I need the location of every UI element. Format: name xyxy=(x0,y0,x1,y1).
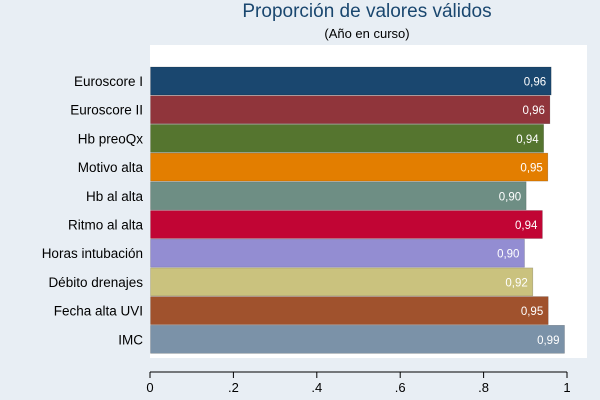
bar-motivo-alta xyxy=(150,152,549,182)
chart-title: Proporción de valores válidos xyxy=(242,1,491,22)
value-label-euroscore-ii: 0,96 xyxy=(523,105,545,117)
value-label-euroscore-i: 0,96 xyxy=(524,77,546,89)
value-label-debito-drenajes: 0,92 xyxy=(505,277,527,289)
chart-subtitle: (Año en curso) xyxy=(324,26,409,41)
x-tick-label: .4 xyxy=(311,380,322,395)
x-tick-label: .8 xyxy=(478,380,489,395)
x-tick-label: .6 xyxy=(395,380,406,395)
bar-ritmo-al-alta xyxy=(150,210,543,239)
x-tick-label: .2 xyxy=(228,380,239,395)
bar-debito-drenajes xyxy=(150,267,534,297)
value-label-motivo-alta: 0,95 xyxy=(520,163,542,175)
category-label-horas-intubacion: Horas intubación xyxy=(42,246,143,261)
bar-hb-al-alta xyxy=(150,181,527,211)
bar-hb-preoqx xyxy=(150,124,544,153)
category-label-euroscore-i: Euroscore I xyxy=(74,74,143,89)
value-label-horas-intubacion: 0,90 xyxy=(497,249,519,261)
value-label-imc: 0,99 xyxy=(537,335,559,347)
x-axis: 0 .2 .4 .6 .8 1 xyxy=(146,371,571,395)
bar-euroscore-i xyxy=(150,66,552,96)
x-tick-label: 1 xyxy=(563,380,570,395)
bar-imc xyxy=(150,324,565,354)
category-label-hb-preoqx: Hb preoQx xyxy=(78,131,144,146)
bar-horas-intubacion xyxy=(150,238,525,268)
category-label-fecha-alta-uvi: Fecha alta UVI xyxy=(54,304,143,319)
category-label-imc: IMC xyxy=(118,332,143,347)
value-label-hb-al-alta: 0,90 xyxy=(499,191,521,203)
x-tick-label: 0 xyxy=(146,380,153,395)
category-label-euroscore-ii: Euroscore II xyxy=(70,103,143,118)
value-label-ritmo-al-alta: 0,94 xyxy=(515,220,538,232)
category-label-motivo-alta: Motivo alta xyxy=(78,160,144,175)
category-label-debito-drenajes: Débito drenajes xyxy=(48,275,143,290)
bars-group: Euroscore I 0,96 Euroscore II 0,96 Hb preoQx… xyxy=(42,66,565,354)
bar-fecha-alta-uvi xyxy=(150,296,549,325)
category-label-hb-al-alta: Hb al alta xyxy=(86,189,144,204)
value-label-hb-preoqx: 0,94 xyxy=(516,134,539,146)
category-label-ritmo-al-alta: Ritmo al alta xyxy=(68,218,144,233)
bar-euroscore-ii xyxy=(150,95,551,124)
value-label-fecha-alta-uvi: 0,95 xyxy=(521,306,543,318)
